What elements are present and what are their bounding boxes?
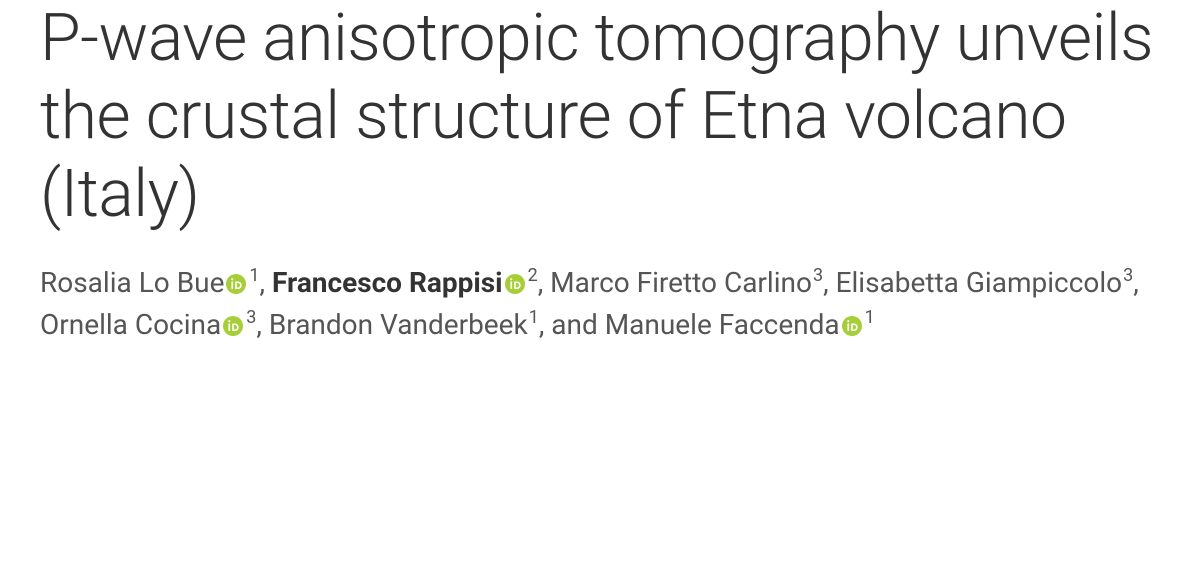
author-separator: , [539, 308, 551, 341]
author-separator: , [260, 266, 272, 299]
author-list: Rosalia Lo Bue 1, Francesco Rappisi 2, M… [40, 262, 1160, 346]
affiliation-marker: 1 [865, 307, 875, 328]
author-name: Ornella Cocina [40, 308, 221, 341]
affiliation-marker: 1 [529, 307, 539, 328]
author-name: Elisabetta Giampiccolo [836, 266, 1123, 299]
author-separator: , [256, 308, 268, 341]
author[interactable]: Elisabetta Giampiccolo3 [836, 266, 1134, 299]
orcid-icon[interactable] [223, 316, 243, 336]
author-name: Manuele Faccenda [605, 308, 840, 341]
author[interactable]: Marco Firetto Carlino3 [550, 266, 823, 299]
author-name: Rosalia Lo Bue [40, 266, 224, 299]
affiliation-marker: 3 [246, 307, 256, 328]
author-name: Marco Firetto Carlino [550, 266, 812, 299]
affiliation-marker: 1 [249, 265, 259, 286]
author[interactable]: Brandon Vanderbeek1 [269, 308, 539, 341]
author[interactable]: Rosalia Lo Bue 1 [40, 266, 260, 299]
author[interactable]: Ornella Cocina 3 [40, 308, 256, 341]
author-prefix: and [551, 308, 604, 341]
author-name: Brandon Vanderbeek [269, 308, 528, 341]
affiliation-marker: 3 [1123, 265, 1133, 286]
affiliation-marker: 3 [813, 265, 823, 286]
article-title: P-wave anisotropic tomography unveils th… [40, 0, 1160, 234]
orcid-icon[interactable] [226, 274, 246, 294]
author-separator: , [823, 266, 835, 299]
author-separator: , [1133, 266, 1139, 299]
affiliation-marker: 2 [528, 265, 538, 286]
orcid-icon[interactable] [505, 274, 525, 294]
orcid-icon[interactable] [842, 316, 862, 336]
author[interactable]: Francesco Rappisi 2 [272, 266, 538, 299]
author-separator: , [538, 266, 550, 299]
author-name: Francesco Rappisi [272, 266, 503, 299]
author[interactable]: Manuele Faccenda 1 [605, 308, 875, 341]
